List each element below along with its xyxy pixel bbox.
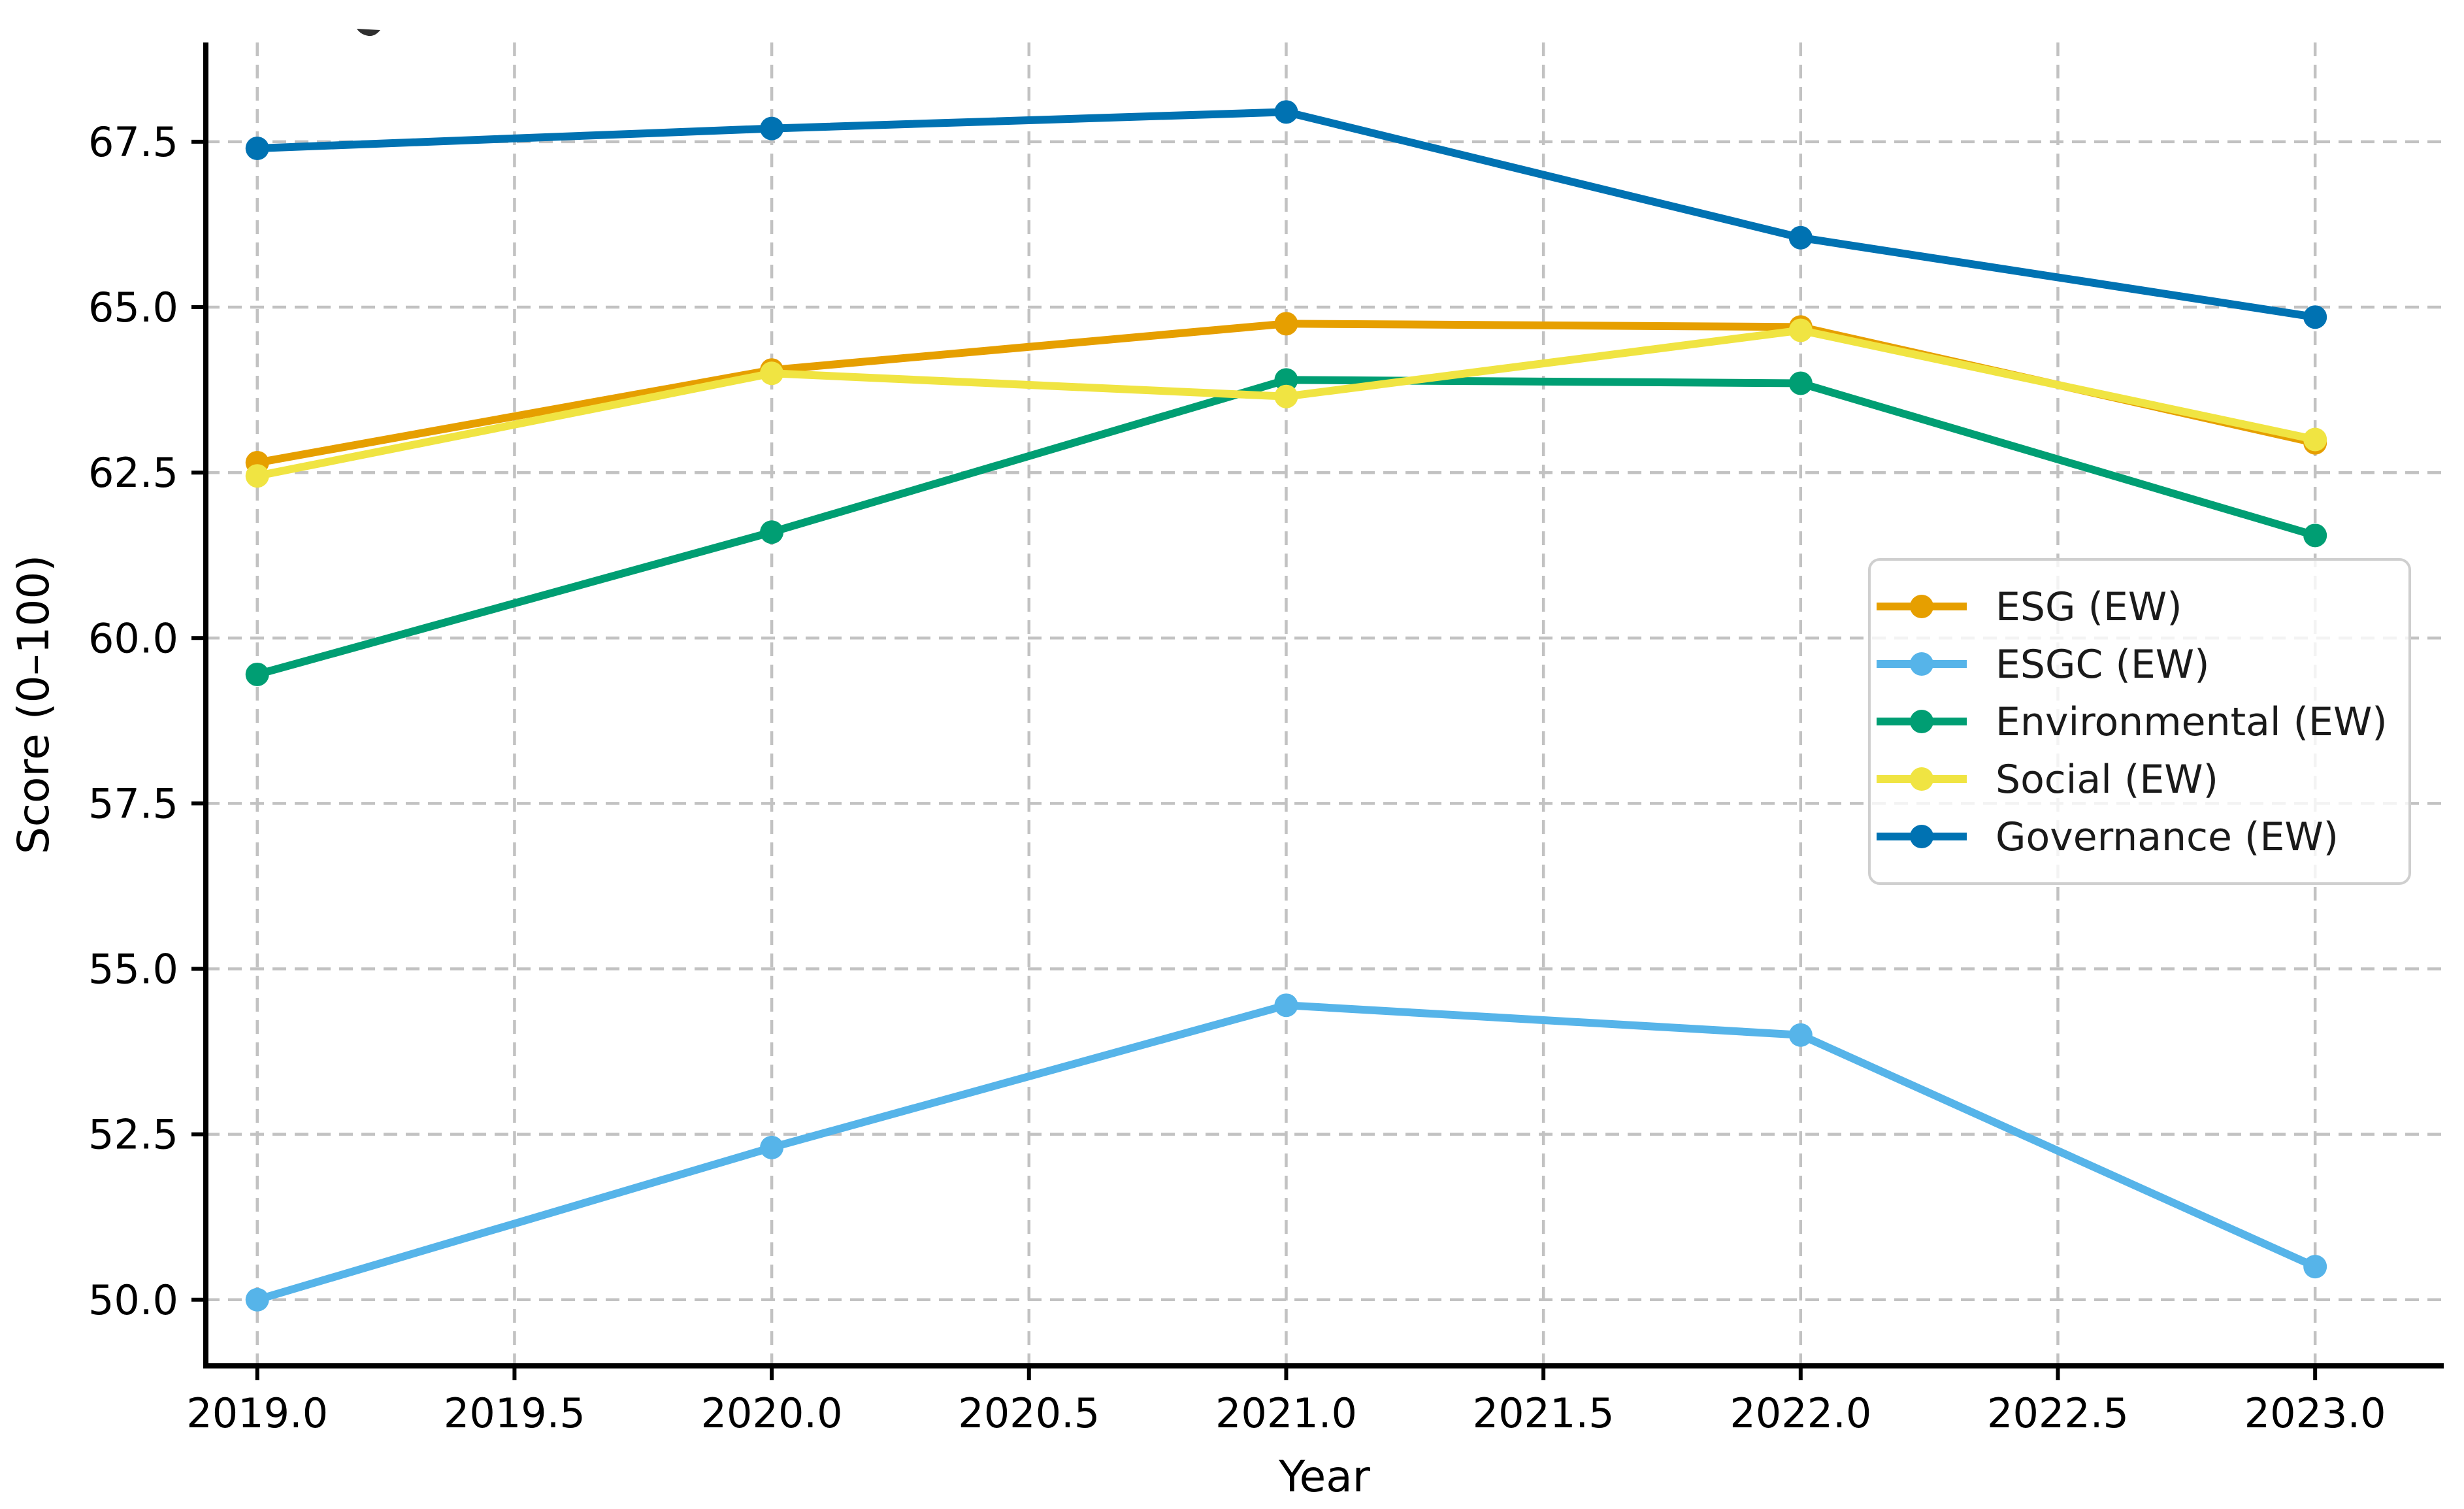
- marker-environmental-ew-2022: [1788, 371, 1813, 395]
- marker-environmental-ew-2023: [2303, 523, 2327, 548]
- legend-item-environmental-ew: Environmental (EW): [1877, 699, 2388, 745]
- cropped-title-fragment: [357, 29, 380, 37]
- data-series: [245, 100, 2327, 1312]
- x-tick-label: 2019.0: [186, 1389, 328, 1437]
- legend-item-label: Governance (EW): [1996, 814, 2339, 860]
- legend-item-label: Social (EW): [1996, 757, 2218, 803]
- marker-governance-ew-2020: [760, 116, 784, 141]
- marker-esgc-ew-2021: [1274, 993, 1298, 1018]
- gridlines: [206, 42, 2444, 1366]
- x-tick-label: 2021.0: [1215, 1389, 1357, 1437]
- marker-environmental-ew-2019: [245, 662, 269, 686]
- marker-environmental-ew-2020: [760, 520, 784, 544]
- y-axis-label: Score (0–100): [8, 555, 59, 854]
- legend-swatch-dot: [1910, 652, 1933, 676]
- marker-social-ew-2021: [1274, 384, 1298, 408]
- marker-esgc-ew-2023: [2303, 1255, 2327, 1279]
- legend-item-esgc-ew: ESGC (EW): [1877, 642, 2210, 688]
- marker-social-ew-2019: [245, 464, 269, 488]
- tick-labels: 2019.0 2019.5 2020.0 2020.5 2021.0 2021.5 2022…: [88, 118, 2386, 1437]
- x-tick-label: 2022.0: [1730, 1389, 1871, 1437]
- x-tick-label: 2020.0: [701, 1389, 843, 1437]
- legend-item-social-ew: Social (EW): [1877, 757, 2218, 803]
- y-tick-label: 57.5: [88, 780, 178, 827]
- marker-governance-ew-2021: [1274, 100, 1298, 124]
- legend: ESG (EW) ESGC (EW) Environmental (EW) Socia…: [1868, 558, 2411, 885]
- legend-item-label: ESGC (EW): [1996, 642, 2210, 688]
- marker-governance-ew-2023: [2303, 305, 2327, 329]
- marker-social-ew-2022: [1788, 318, 1813, 342]
- legend-item-label: Environmental (EW): [1996, 699, 2388, 745]
- x-tick-label: 2022.5: [1987, 1389, 2129, 1437]
- y-tick-label: 55.0: [88, 946, 178, 993]
- marker-social-ew-2023: [2303, 427, 2327, 452]
- legend-swatch-dot: [1910, 825, 1933, 848]
- legend-item-label: ESG (EW): [1996, 584, 2182, 630]
- legend-item-esg-ew: ESG (EW): [1877, 584, 2182, 630]
- marker-esgc-ew-2022: [1788, 1023, 1813, 1047]
- y-tick-label: 65.0: [88, 284, 178, 331]
- x-tick-label: 2023.0: [2244, 1389, 2386, 1437]
- marker-social-ew-2020: [760, 361, 784, 386]
- x-tick-label: 2021.5: [1473, 1389, 1615, 1437]
- marker-governance-ew-2022: [1788, 225, 1813, 250]
- marker-environmental-ew-2021: [1274, 368, 1298, 392]
- legend-swatch-dot: [1910, 710, 1933, 733]
- cropped-title-artifact: [357, 29, 380, 37]
- y-tick-label: 52.5: [88, 1111, 178, 1159]
- legend-swatch-dot: [1910, 767, 1933, 791]
- legend-item-governance-ew: Governance (EW): [1877, 814, 2339, 860]
- y-tick-label: 67.5: [88, 118, 178, 166]
- marker-esgc-ew-2020: [760, 1135, 784, 1159]
- legend-swatch-dot: [1910, 595, 1933, 618]
- y-tick-label: 60.0: [88, 614, 178, 662]
- marker-governance-ew-2019: [245, 137, 269, 160]
- axes: [191, 42, 2444, 1380]
- marker-esg-ew-2021: [1274, 312, 1298, 336]
- x-axis-label: Year: [1278, 1451, 1371, 1502]
- y-tick-label: 50.0: [88, 1276, 178, 1324]
- marker-esgc-ew-2019: [245, 1287, 269, 1312]
- x-tick-label: 2020.5: [958, 1389, 1100, 1437]
- legend-box: [1868, 558, 2411, 885]
- x-tick-label: 2019.5: [444, 1389, 585, 1437]
- y-tick-label: 62.5: [88, 449, 178, 497]
